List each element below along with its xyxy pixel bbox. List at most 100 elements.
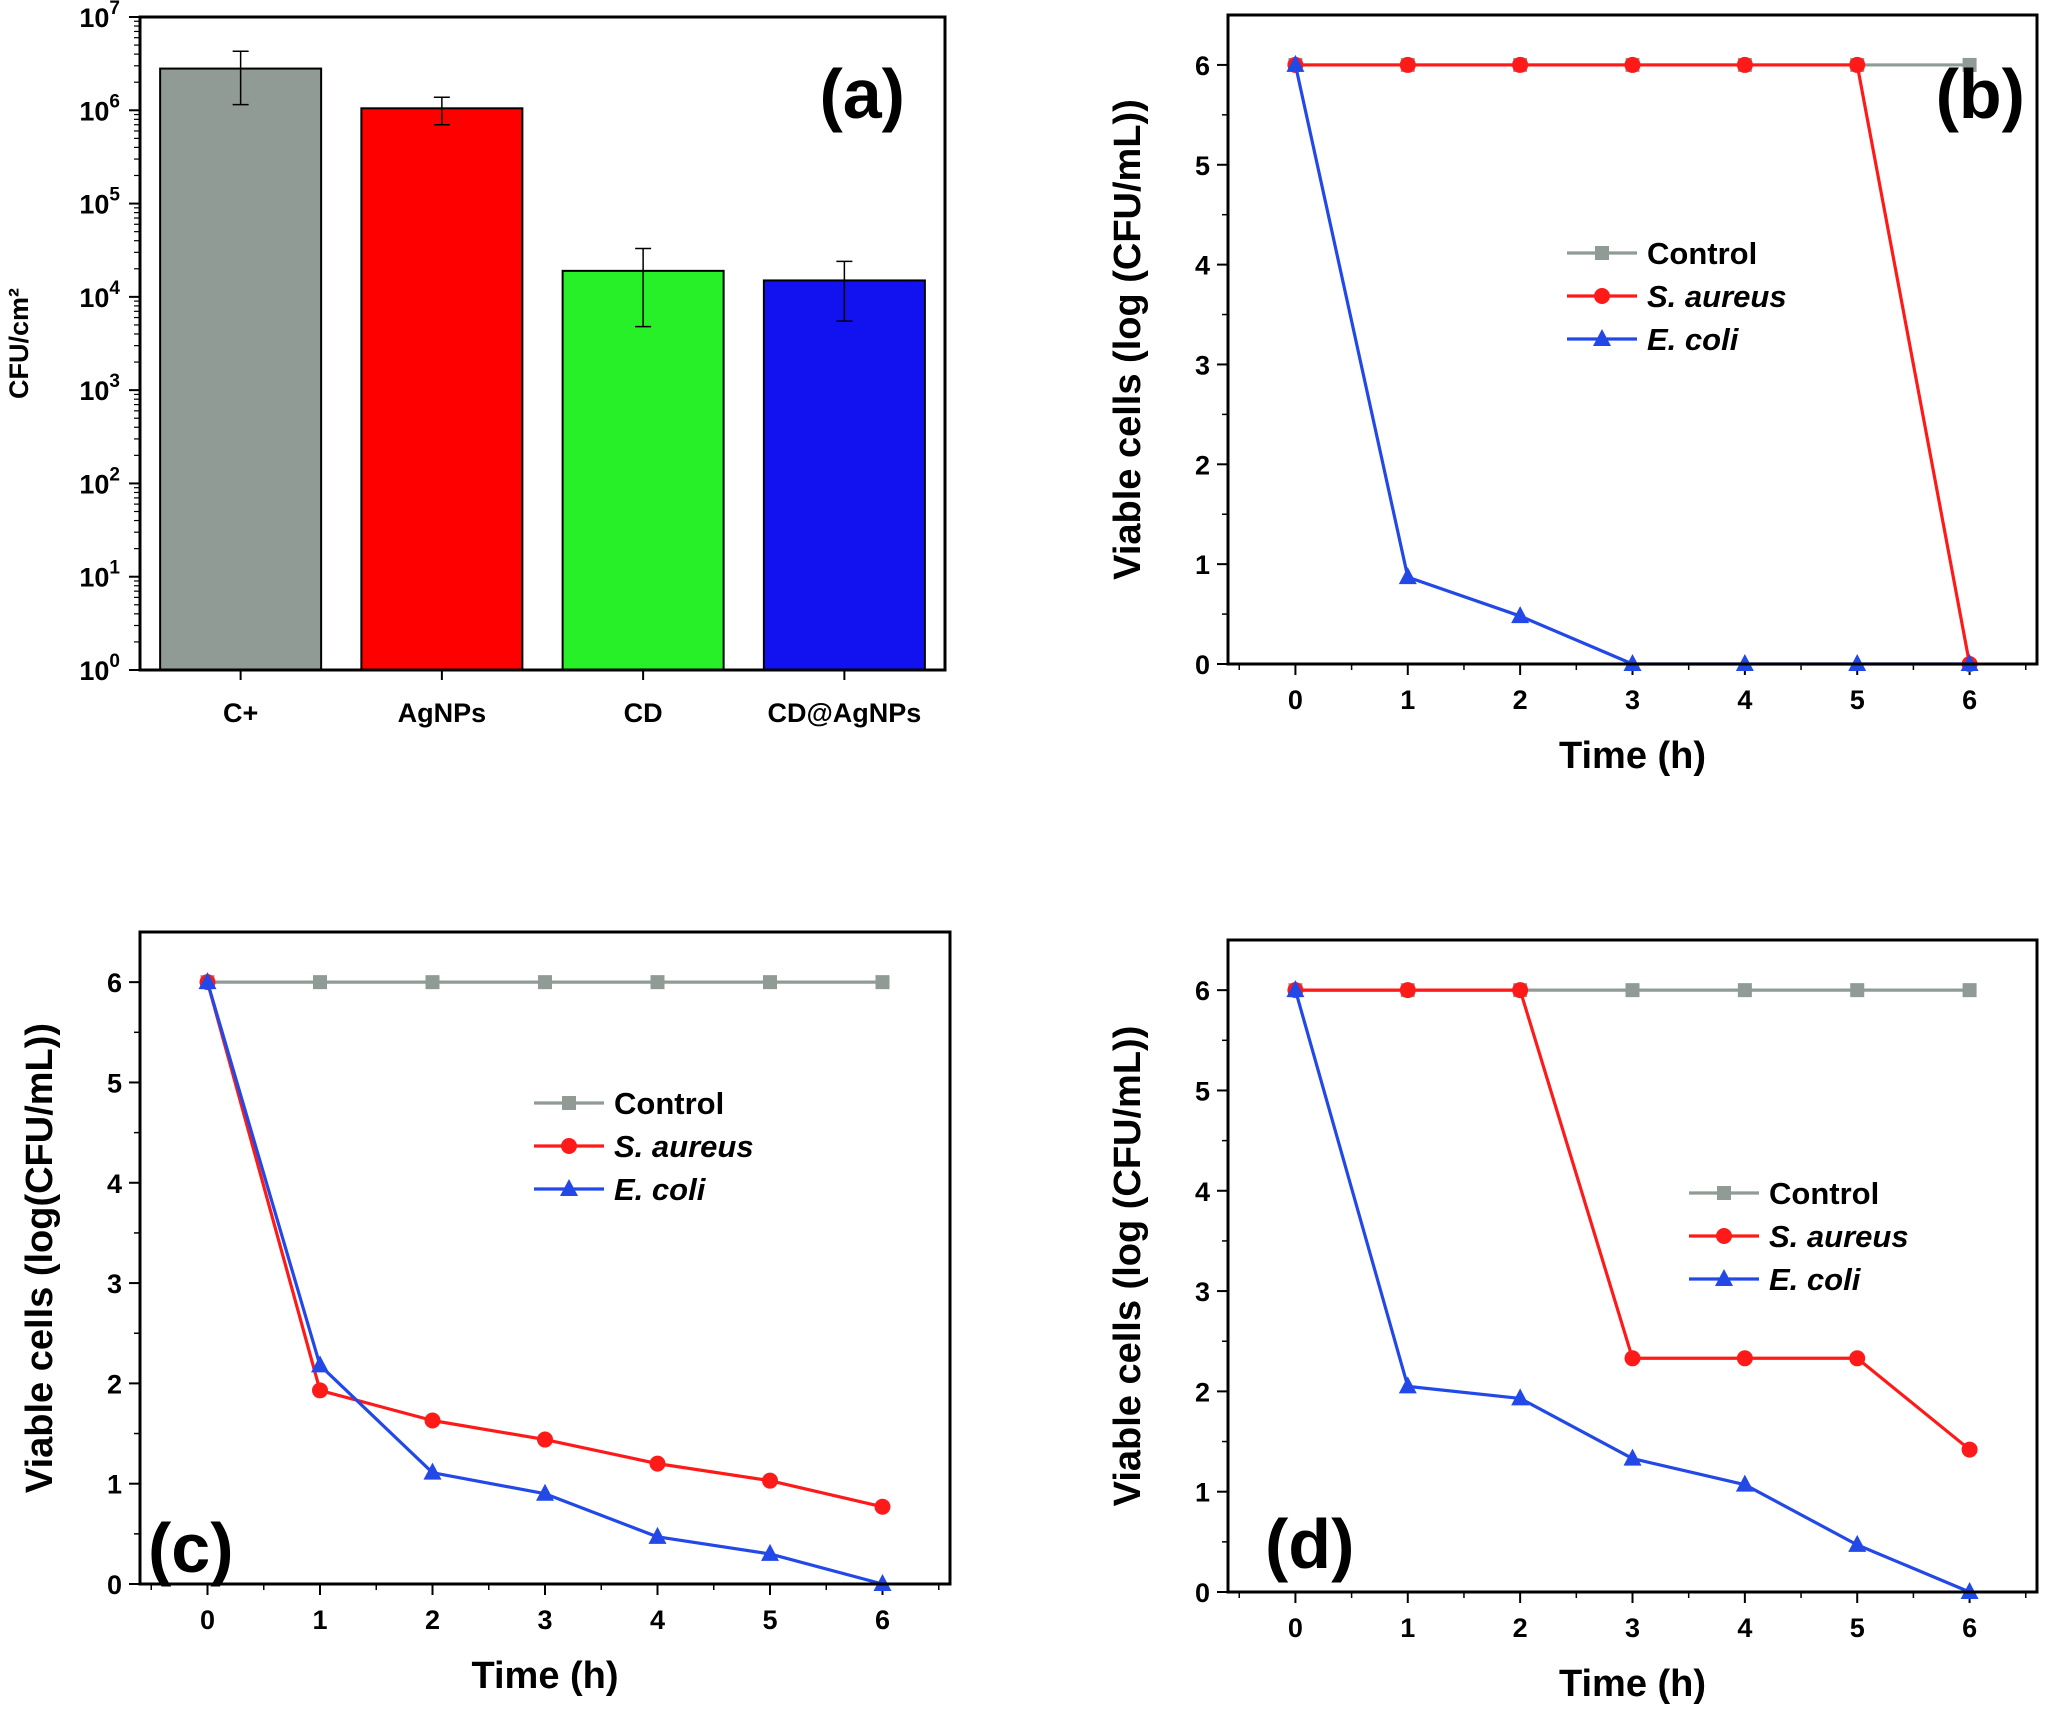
point-control bbox=[1737, 983, 1752, 998]
point-e-coli bbox=[1511, 1388, 1530, 1406]
y-tick-base: 10 bbox=[79, 469, 109, 499]
bar-cd bbox=[561, 269, 725, 671]
point-e-coli bbox=[423, 1462, 442, 1480]
series-line-e-coli bbox=[1293, 64, 1970, 666]
y-tick-exp: 7 bbox=[109, 0, 120, 19]
y-tick-label: 6 bbox=[107, 968, 122, 998]
y-tick-base: 10 bbox=[79, 283, 109, 313]
panel-label: (c) bbox=[148, 1509, 234, 1587]
panel-label: (b) bbox=[1936, 55, 2025, 133]
y-axis-label: Viable cells (log (CFU/mL)) bbox=[1107, 99, 1149, 580]
point-control bbox=[1625, 983, 1640, 998]
y-tick-base: 10 bbox=[79, 3, 109, 33]
x-axis-label: Time (h) bbox=[471, 1655, 618, 1697]
y-tick-label: 0 bbox=[1195, 1578, 1210, 1608]
y-tick-label: 5 bbox=[1195, 151, 1210, 181]
panel-label: (d) bbox=[1265, 1505, 1354, 1583]
point-e-coli bbox=[1511, 606, 1530, 624]
chart-c: 0 1 2 3 4 5 6 0 1 2 3 4 5 6 Time (h) Viable cells (log(… bbox=[19, 930, 952, 1697]
y-tick-label: 4 bbox=[107, 1169, 122, 1199]
y-tick-label: 2 bbox=[1195, 1377, 1210, 1407]
point-s-aureus bbox=[1736, 1350, 1753, 1367]
y-tick-base: 10 bbox=[79, 96, 109, 126]
point-e-coli bbox=[1848, 1534, 1867, 1552]
y-tick-exp: 3 bbox=[109, 371, 120, 392]
legend-label-e-coli: E. coli bbox=[614, 1172, 707, 1207]
point-e-coli bbox=[648, 1526, 667, 1544]
panel-label: (a) bbox=[819, 55, 905, 133]
point-s-aureus bbox=[424, 1412, 441, 1429]
x-tick-label: 4 bbox=[1737, 1613, 1752, 1643]
legend-marker-control bbox=[1595, 246, 1609, 260]
point-e-coli bbox=[1286, 980, 1305, 998]
y-tick-label: 0 bbox=[107, 1570, 122, 1600]
point-s-aureus bbox=[1736, 56, 1753, 73]
y-tick-label: 3 bbox=[1195, 350, 1210, 380]
y-tick-base: 10 bbox=[79, 563, 109, 593]
point-e-coli bbox=[1735, 1474, 1754, 1492]
point-e-coli bbox=[198, 972, 217, 990]
y-tick-base: 10 bbox=[79, 656, 109, 686]
y-tick-label: 103 bbox=[79, 371, 120, 406]
legend-label-control: Control bbox=[1769, 1176, 1879, 1211]
y-tick-label: 102 bbox=[79, 464, 120, 499]
legend-label-s-aureus: S. aureus bbox=[1769, 1219, 1909, 1254]
x-tick-label: 6 bbox=[1962, 685, 1977, 715]
y-tick-base: 10 bbox=[79, 190, 109, 220]
point-s-aureus bbox=[762, 1472, 778, 1489]
point-control bbox=[1962, 57, 1977, 72]
y-tick-label: 106 bbox=[79, 91, 120, 126]
y-tick-base: 10 bbox=[79, 376, 109, 406]
point-control bbox=[425, 975, 440, 990]
point-s-aureus bbox=[1849, 56, 1866, 73]
plot-frame bbox=[138, 15, 947, 672]
point-s-aureus bbox=[537, 1431, 553, 1448]
y-tick-label: 5 bbox=[1195, 1076, 1210, 1106]
y-tick-label: 104 bbox=[79, 278, 120, 313]
y-tick-exp: 6 bbox=[109, 91, 120, 112]
x-tick-label: 2 bbox=[1513, 1613, 1528, 1643]
point-e-coli bbox=[311, 1355, 329, 1373]
series-line-e-coli bbox=[1293, 989, 1971, 1594]
x-tick-label: AgNPs bbox=[398, 698, 487, 728]
y-tick-exp: 4 bbox=[109, 278, 120, 299]
point-control bbox=[650, 975, 665, 990]
x-tick-label: 4 bbox=[1737, 685, 1752, 715]
point-s-aureus bbox=[312, 1382, 328, 1399]
x-tick-label: 3 bbox=[1625, 685, 1640, 715]
y-tick-label: 100 bbox=[79, 651, 120, 686]
point-s-aureus bbox=[874, 1498, 891, 1515]
legend: Control S. aureus E. coli bbox=[1567, 236, 1787, 357]
plot-frame bbox=[1226, 938, 2039, 1594]
legend-label-e-coli: E. coli bbox=[1769, 1262, 1862, 1297]
point-s-aureus bbox=[1512, 982, 1529, 999]
y-tick-exp: 5 bbox=[109, 185, 120, 206]
x-tick-label: 5 bbox=[762, 1605, 777, 1635]
x-tick-label: 3 bbox=[537, 1605, 552, 1635]
point-control bbox=[313, 975, 327, 990]
legend-marker-s-aureus bbox=[1716, 1228, 1732, 1244]
point-control bbox=[1962, 983, 1977, 998]
point-control bbox=[1850, 983, 1865, 998]
chart-d: 0 1 2 3 4 5 6 0 1 2 3 4 5 6 Time (h) Viable cells (log … bbox=[1107, 938, 2039, 1705]
point-s-aureus bbox=[1512, 56, 1529, 73]
y-tick-label: 6 bbox=[1195, 976, 1210, 1006]
chart-a: C+ AgNPs CD CD@AgNPs10010110210310410510610… bbox=[4, 0, 947, 728]
x-tick-label: CD bbox=[624, 698, 663, 728]
x-tick-label: 4 bbox=[650, 1605, 665, 1635]
x-tick-label: 3 bbox=[1625, 1613, 1640, 1643]
x-tick-label: 6 bbox=[875, 1605, 890, 1635]
y-tick-label: 3 bbox=[107, 1269, 122, 1299]
point-s-aureus bbox=[649, 1455, 666, 1472]
point-control bbox=[538, 975, 552, 990]
y-tick-label: 1 bbox=[1195, 550, 1210, 580]
y-tick-exp: 2 bbox=[109, 464, 120, 485]
y-tick-exp: 0 bbox=[109, 651, 120, 672]
y-tick-label: 101 bbox=[79, 558, 120, 593]
x-tick-label: 5 bbox=[1850, 1613, 1865, 1643]
y-tick-label: 5 bbox=[107, 1068, 122, 1098]
legend-label-e-coli: E. coli bbox=[1647, 322, 1740, 357]
point-s-aureus bbox=[1399, 982, 1416, 999]
y-tick-label: 6 bbox=[1195, 51, 1210, 81]
plot-frame bbox=[138, 930, 952, 1586]
